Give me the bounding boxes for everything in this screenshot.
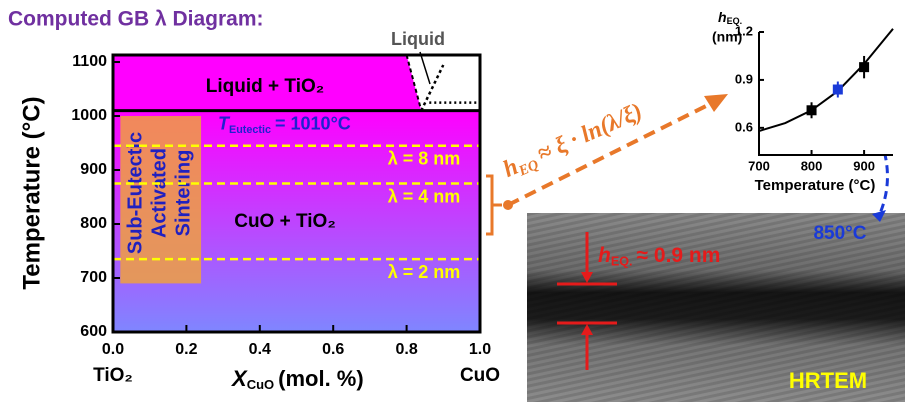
y-tick-label: 800 [80,215,107,232]
lambda-label: λ = 2 nm [388,262,461,282]
y-tick-label: 1100 [72,53,107,70]
subscript: EQ. [727,16,743,26]
eutectic-label: TEutectic = 1010°C [218,113,351,136]
equation: hEQ≈ ξ · ln(λ/ξ) [499,98,647,185]
y-tick-label: 0.9 [735,71,753,86]
hrtem-image [527,213,905,402]
region-label: CuO + TiO₂ [234,211,336,232]
unit: (mol. %) [278,366,364,391]
y-tick-label: 900 [80,161,107,178]
fit-curve [758,28,894,132]
x-tick-label: 800 [801,158,823,173]
thickness-label: hEQ. ≈ 0.9 nm [598,244,720,269]
point [832,84,843,95]
liquidus-line [405,54,423,111]
x-axis-label: Temperature (°C) [755,177,876,194]
y-tick-label: 0.6 [735,119,753,134]
x-tick-label: 700 [748,158,770,173]
y-tick-label: 600 [80,323,107,340]
x-tick-label: 0.8 [395,341,417,358]
y-tick-label: 1000 [71,107,107,124]
image-label: HRTEM [789,368,867,393]
orange-arrow-head [704,94,728,112]
y-tick-label: 700 [80,269,107,286]
subscript: CuO [247,377,274,392]
x-tick-label: 1.0 [469,341,491,358]
symbol: h [598,244,611,267]
sintering-label: Sintering [172,150,194,237]
arrow-label: 850°C [813,223,866,244]
liquid-pointer [419,51,431,85]
x-tick-label: 900 [853,158,875,173]
y-axis-label: hEQ. [718,9,742,27]
arrow-dot [503,200,513,210]
blue-arrow-head [872,210,886,222]
lambda-label: λ = 4 nm [388,186,461,206]
x-tick-label: 0.2 [175,341,197,358]
point [859,62,870,73]
liquid-tio2-region [113,55,422,111]
text: = 1010°C [275,113,351,133]
sintering-label: Sub-Eutectic [124,132,146,254]
subscript: Eutectic [229,124,271,136]
sintering-label: Activated [148,148,170,238]
symbol: h [718,9,727,25]
plot-frame [111,53,482,334]
liquidus-right [420,64,445,112]
text: ≈ ξ · ln(λ/ξ) [533,98,646,167]
subscript: EQ [516,157,542,180]
y-axis-label: Temperature (°C) [18,96,45,289]
y-tick-label: 1.2 [735,23,753,38]
x-axis-label: XCuO (mol. %) [230,366,364,393]
plot-area [759,32,893,155]
thickness-marker [557,232,617,370]
end-label: CuO [460,365,500,386]
symbol: T [218,113,231,133]
symbol: X [230,366,248,391]
x-tick-label: 0.4 [249,341,271,358]
bracket [486,174,502,236]
figure-title: Computed GB λ Diagram: [8,8,264,31]
x-tick-label: 0.6 [322,341,344,358]
x-tick-label: 0.0 [102,341,124,358]
subscript: EQ. [611,255,633,269]
region-label: Liquid + TiO₂ [206,76,324,97]
region-label: Liquid [391,29,445,49]
end-label: TiO₂ [93,365,133,386]
text: ≈ 0.9 nm [637,244,721,267]
sintering-box [120,116,202,284]
point [806,105,817,116]
y-axis-unit: (nm) [712,29,742,45]
lambda-label: λ = 8 nm [388,148,461,168]
